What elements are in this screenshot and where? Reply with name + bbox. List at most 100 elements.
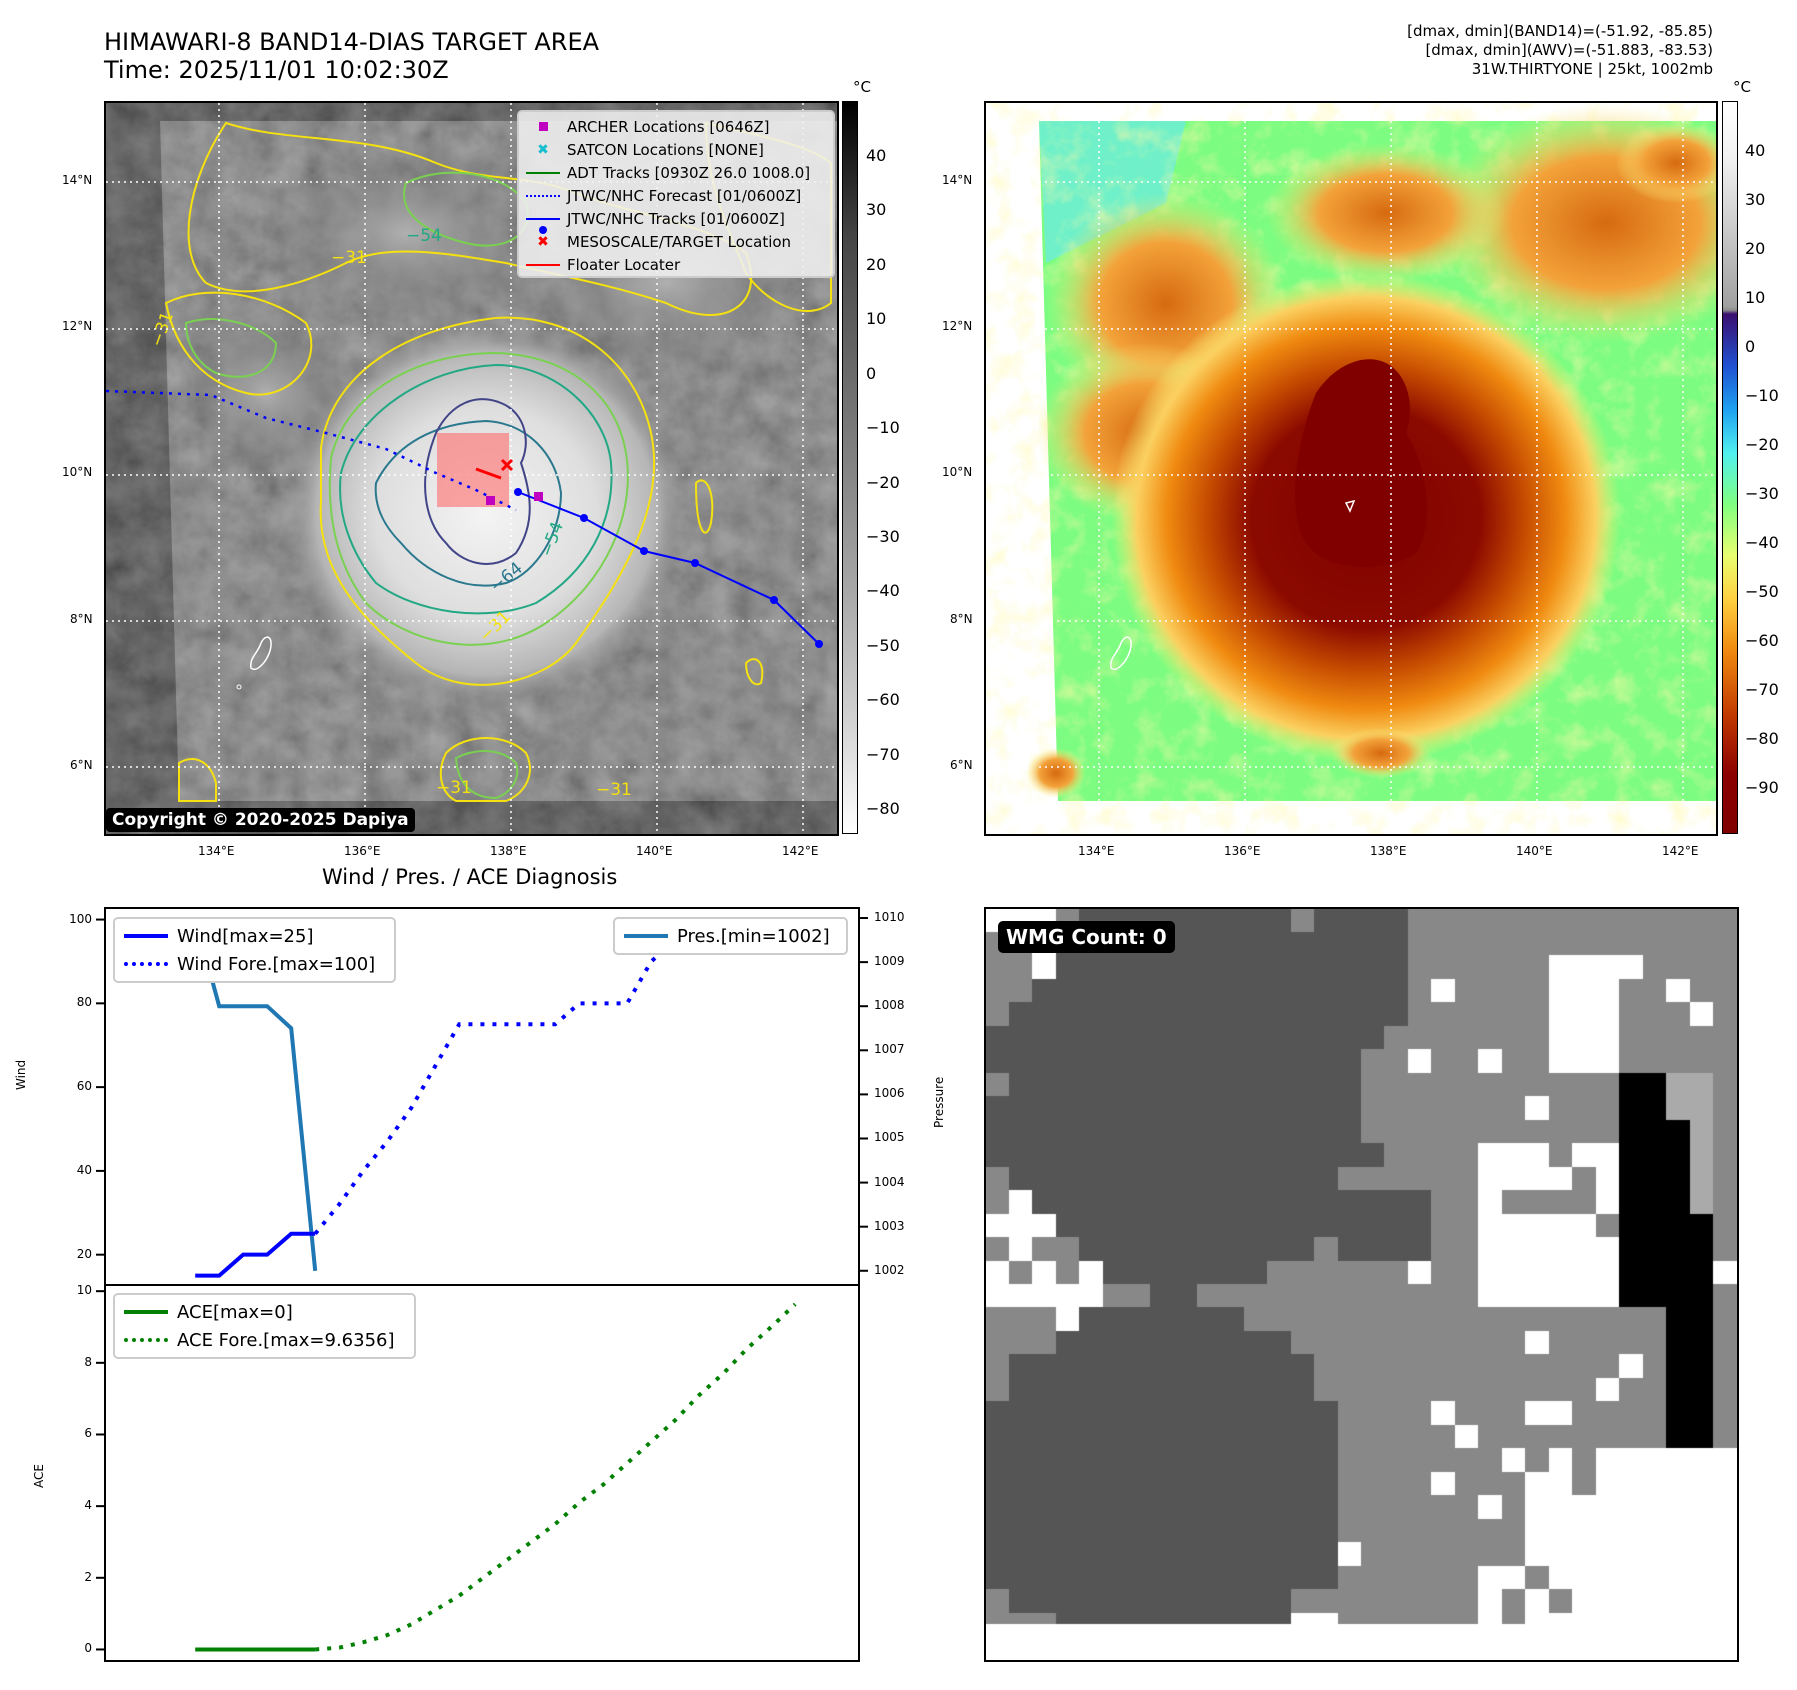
colorbar-tick: −40 bbox=[1745, 533, 1779, 552]
line-icon bbox=[519, 263, 567, 266]
dotted-line-icon bbox=[115, 962, 177, 966]
awv-map-panel bbox=[984, 101, 1718, 836]
wind-forecast-line bbox=[313, 917, 796, 1236]
legend-item-wind: Wind[max=25] bbox=[115, 922, 394, 950]
floater-locater bbox=[475, 467, 502, 480]
wmg-grid-image bbox=[986, 909, 1737, 1660]
legend-item-satcon: ✖ SATCON Locations [NONE] bbox=[519, 138, 833, 161]
map-gridlines bbox=[1039, 121, 1716, 801]
colorbar-tick: −10 bbox=[866, 418, 900, 438]
lon-tick: 142°E bbox=[782, 844, 819, 858]
colorbar-tick: −50 bbox=[866, 635, 900, 655]
jtwc-best-track bbox=[517, 491, 820, 645]
colorbar-tick: −30 bbox=[866, 526, 900, 546]
colorbar-tick: −80 bbox=[866, 799, 900, 818]
square-marker-icon bbox=[519, 122, 567, 131]
lat-tick: 14°N bbox=[62, 173, 93, 187]
contour-64 bbox=[374, 419, 563, 587]
ace-tick: 6 bbox=[84, 1426, 92, 1441]
lat-tick: 6°N bbox=[70, 758, 93, 772]
lat-tick: 12°N bbox=[62, 319, 93, 333]
ace-tick: 8 bbox=[84, 1354, 92, 1369]
legend-item-ace: ACE[max=0] bbox=[115, 1298, 414, 1326]
pressure-tick: 1006 bbox=[874, 1086, 905, 1101]
line-icon bbox=[519, 171, 567, 174]
awv-range: [dmax, dmin](AWV)=(-51.883, -83.53) bbox=[1425, 41, 1713, 59]
pressure-tick: 1010 bbox=[874, 910, 905, 925]
colorbar-tick: −40 bbox=[866, 581, 900, 601]
copyright-label: Copyright © 2020-2025 Dapiya bbox=[106, 808, 415, 832]
stats-info: [dmax, dmin](BAND14)=(-51.92, -85.85) [d… bbox=[1407, 22, 1713, 79]
ace-axis-label: ACE bbox=[32, 1464, 46, 1488]
jtwc-forecast-track bbox=[106, 389, 517, 512]
legend-item-floater: Floater Locater bbox=[519, 253, 833, 276]
colorbar-tick: −60 bbox=[866, 690, 900, 710]
legend-item-mesoscale: ✖ MESOSCALE/TARGET Location bbox=[519, 230, 833, 253]
dotted-line-icon bbox=[519, 194, 567, 197]
legend-item-pres: Pres.[min=1002] bbox=[615, 922, 846, 950]
pressure-tick: 1008 bbox=[874, 998, 905, 1013]
ace-legend: ACE[max=0] ACE Fore.[max=9.6356] bbox=[113, 1293, 416, 1359]
pressure-axis-label: Pressure bbox=[932, 1076, 946, 1128]
colorbar-tick: −20 bbox=[866, 472, 900, 492]
lon-tick: 142°E bbox=[1662, 844, 1699, 858]
lon-tick: 134°E bbox=[1078, 844, 1115, 858]
wind-tick: 40 bbox=[76, 1162, 92, 1177]
colorbar-tick: 0 bbox=[1745, 337, 1756, 356]
lat-tick: 10°N bbox=[62, 465, 93, 479]
colorbar-tick: −60 bbox=[1745, 631, 1779, 650]
title-line-2: Time: 2025/11/01 10:02:30Z bbox=[104, 56, 449, 84]
lat-tick: 10°N bbox=[942, 465, 973, 479]
line-dot-icon bbox=[519, 217, 567, 234]
colorbar-tick: 30 bbox=[866, 200, 887, 220]
wind-legend: Wind[max=25] Wind Fore.[max=100] bbox=[113, 917, 396, 983]
pres-legend: Pres.[min=1002] bbox=[613, 917, 848, 955]
contour-74 bbox=[424, 398, 531, 565]
solid-line-icon bbox=[115, 934, 177, 938]
grayscale-colorbar bbox=[842, 101, 858, 834]
colorbar-tick: −30 bbox=[1745, 484, 1779, 503]
colorbar-tick: −10 bbox=[1745, 386, 1779, 405]
mesoscale-target-marker bbox=[500, 458, 514, 472]
colorbar-unit: °C bbox=[1733, 78, 1751, 96]
wind-tick: 60 bbox=[76, 1079, 92, 1094]
ace-tick: 0 bbox=[84, 1641, 92, 1656]
contour-31 bbox=[319, 316, 656, 686]
island-outline bbox=[249, 636, 272, 670]
colorbar-tick: 20 bbox=[866, 254, 887, 274]
colorbar-tick: 10 bbox=[1745, 288, 1766, 307]
contour-label: −31 bbox=[596, 780, 632, 800]
lat-tick: 6°N bbox=[950, 758, 973, 772]
colorbar-tick: −80 bbox=[1745, 729, 1779, 748]
dotted-line-icon bbox=[115, 1338, 177, 1342]
colorbar-tick: −50 bbox=[1745, 582, 1779, 601]
band14-range: [dmax, dmin](BAND14)=(-51.92, -85.85) bbox=[1407, 22, 1713, 40]
ace-tick: 4 bbox=[84, 1498, 92, 1513]
solid-line-icon bbox=[115, 1310, 177, 1314]
lon-tick: 136°E bbox=[344, 844, 381, 858]
colorbar-tick: 40 bbox=[866, 146, 887, 165]
pressure-tick: 1005 bbox=[874, 1130, 905, 1145]
wmg-panel: WMG Count: 0 bbox=[984, 907, 1739, 1662]
pressure-tick: 1002 bbox=[874, 1262, 905, 1277]
awv-map-image bbox=[1026, 103, 1716, 801]
x-marker-icon: ✖ bbox=[537, 233, 549, 250]
lat-tick: 14°N bbox=[942, 173, 973, 187]
archer-location-marker bbox=[534, 492, 543, 501]
legend-item-forecast: JTWC/NHC Forecast [01/0600Z] bbox=[519, 184, 833, 207]
colorbar-tick: −70 bbox=[1745, 680, 1779, 699]
x-marker-icon: ✖ bbox=[537, 141, 549, 158]
colorbar-unit: °C bbox=[853, 78, 871, 96]
pressure-tick: 1007 bbox=[874, 1042, 905, 1057]
colorbar-tick: 20 bbox=[1745, 239, 1766, 258]
lon-tick: 138°E bbox=[490, 844, 527, 858]
solid-line-icon bbox=[615, 934, 677, 938]
lat-tick: 8°N bbox=[950, 612, 973, 626]
ace-tick: 10 bbox=[76, 1283, 92, 1298]
legend-item-ace-fore: ACE Fore.[max=9.6356] bbox=[115, 1326, 414, 1354]
contour-label: −31 bbox=[331, 248, 367, 268]
wind-tick: 80 bbox=[76, 995, 92, 1010]
pressure-tick: 1004 bbox=[874, 1174, 905, 1189]
lat-tick: 12°N bbox=[942, 319, 973, 333]
